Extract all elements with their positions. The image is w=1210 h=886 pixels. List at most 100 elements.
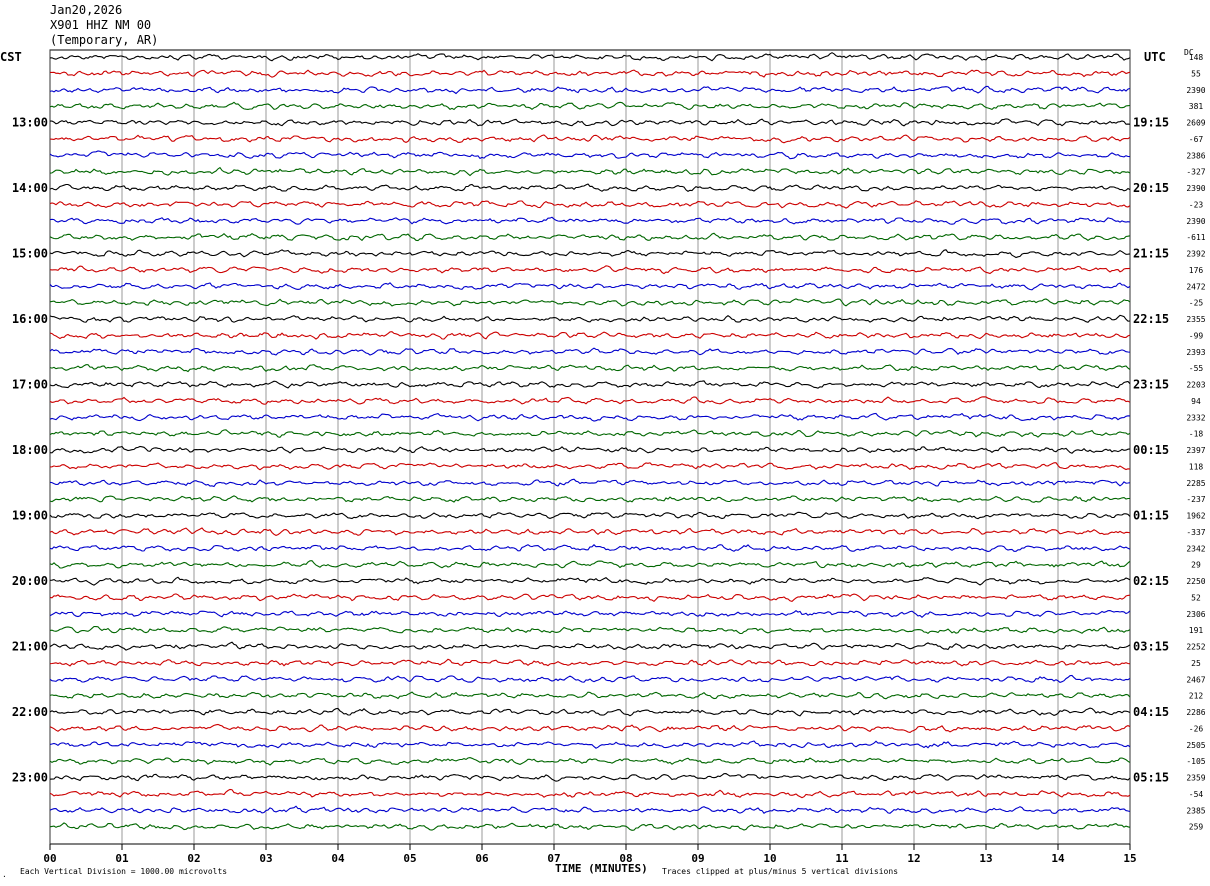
dc-offset-label: -23 [1189,200,1204,209]
seismic-trace [49,478,1131,488]
right-time-label: 20:15 [1133,181,1169,195]
dc-offset-label: 29 [1191,561,1201,570]
seismic-trace [49,658,1131,667]
x-tick-label: 01 [115,852,129,865]
dc-offset-label: 2467 [1186,675,1205,684]
dc-offset-label: 2203 [1186,381,1205,390]
x-tick-label: 15 [1123,852,1136,865]
dc-offset-label: 2332 [1186,413,1205,422]
dc-offset-label: 2252 [1186,643,1205,652]
seismic-trace [49,576,1131,586]
right-time-label: 19:15 [1133,116,1169,130]
dc-offset-label: 2250 [1186,577,1205,586]
dc-offset-label: 2393 [1186,348,1205,357]
seismic-trace [49,757,1131,766]
seismic-trace [49,118,1131,127]
seismic-trace [49,85,1131,95]
seismic-trace [49,495,1130,503]
seismic-trace [49,625,1131,635]
seismic-trace [49,788,1131,799]
x-tick-label: 07 [547,852,560,865]
seismic-trace [49,134,1131,144]
left-time-label: 20:00 [12,574,48,588]
left-time-label: 17:00 [12,378,48,392]
dc-offset-label: 2505 [1186,741,1205,750]
seismic-trace [49,52,1131,62]
x-tick-label: 10 [763,852,776,865]
right-time-label: 22:15 [1133,312,1169,326]
dc-offset-label: -105 [1186,757,1205,766]
right-time-label: 23:15 [1133,378,1169,392]
seismic-trace [49,265,1131,275]
dc-offset-label: 191 [1189,626,1204,635]
dc-offset-label: -237 [1186,495,1205,504]
seismic-trace [49,249,1131,259]
seismic-trace [49,282,1131,291]
left-time-label: 16:00 [12,312,48,326]
dc-offset-label: -99 [1189,331,1204,340]
header-station: X901 HHZ NM 00 [50,18,152,32]
seismic-trace [50,69,1131,78]
seismic-trace [49,331,1131,340]
dc-offset-label: 2397 [1186,446,1205,455]
dc-offset-label: 52 [1191,593,1201,602]
seismic-trace [49,298,1131,307]
right-time-label: 03:15 [1133,640,1169,654]
dc-offset-label: 2385 [1186,806,1205,815]
header-date: Jan20,2026 [50,3,123,17]
seismic-trace [49,429,1131,438]
dc-offset-label: -18 [1189,430,1204,439]
dc-offset-label: -55 [1189,364,1204,373]
dc-offset-label: 118 [1189,462,1204,471]
dc-offset-label: 2286 [1186,708,1205,717]
seismic-trace [49,610,1131,619]
dc-offset-label: 2609 [1186,119,1205,128]
x-tick-label: 03 [259,852,272,865]
left-time-label: 18:00 [12,443,48,457]
seismic-trace [49,723,1131,733]
seismic-trace [49,641,1131,651]
left-time-label: 21:00 [12,640,48,654]
seismic-trace [49,527,1131,537]
seismic-trace [49,822,1131,831]
dc-offset-label: 94 [1191,397,1201,406]
dc-offset-label: -327 [1186,168,1205,177]
dc-offset-label: 25 [1191,659,1201,668]
left-time-label: 23:00 [12,771,48,785]
dc-offset-label: 381 [1189,102,1204,111]
dc-offset-label: 212 [1189,692,1204,701]
dc-offset-label: 55 [1191,69,1201,78]
dc-offset-label: 2355 [1186,315,1205,324]
seismic-trace [49,183,1131,192]
dc-offset-label: -337 [1186,528,1205,537]
seismic-trace [49,412,1131,422]
right-time-label: 04:15 [1133,705,1169,719]
dc-offset-label: 2285 [1186,479,1205,488]
dc-offset-label: 2390 [1186,86,1205,95]
x-tick-label: 00 [43,852,56,865]
seismic-trace [49,707,1131,717]
seismic-trace [49,216,1131,225]
seismic-trace [49,805,1131,814]
seismic-trace [49,364,1131,373]
x-tick-label: 06 [475,852,489,865]
right-time-label: 05:15 [1133,771,1169,785]
left-time-label: 15:00 [12,247,48,261]
x-tick-label: 11 [835,852,849,865]
dc-offset-label: 2390 [1186,184,1205,193]
seismic-trace [49,511,1131,520]
seismic-trace [49,674,1131,684]
dc-offset-label: -25 [1189,299,1204,308]
seismic-trace [49,773,1131,782]
dc-offset-label: -54 [1189,790,1204,799]
x-tick-label: 13 [979,852,992,865]
left-time-label: 19:00 [12,509,48,523]
seismic-trace [49,150,1131,160]
dc-offset-label: 148 [1189,53,1204,62]
seismic-trace [49,232,1131,242]
seismic-trace [49,314,1131,323]
right-time-label: 21:15 [1133,247,1169,261]
right-time-label: 01:15 [1133,509,1169,523]
seismic-trace [49,691,1131,700]
